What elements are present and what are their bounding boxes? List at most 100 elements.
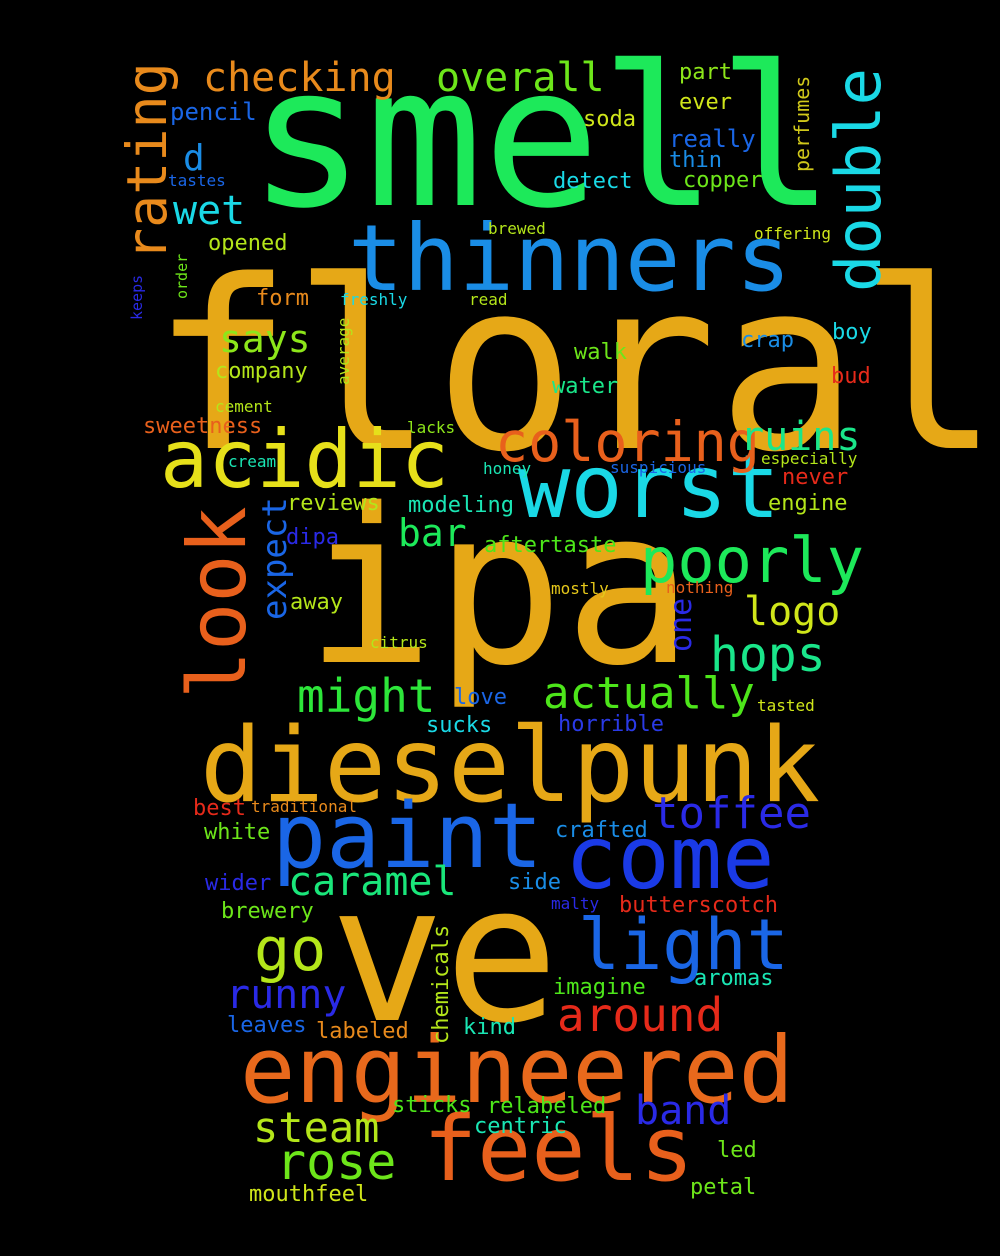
cloud-word: rating xyxy=(115,62,179,261)
cloud-word: light xyxy=(578,904,789,986)
cloud-word: water xyxy=(552,374,619,399)
cloud-word: cement xyxy=(215,397,273,416)
cloud-word: ve xyxy=(330,844,559,1065)
cloud-word: logo xyxy=(744,589,841,635)
cloud-word: reviews xyxy=(287,491,380,516)
cloud-word: butterscotch xyxy=(619,893,778,918)
cloud-word: horrible xyxy=(558,712,664,737)
cloud-word: opened xyxy=(208,231,288,256)
cloud-word: aftertaste xyxy=(484,533,617,558)
cloud-word: dipa xyxy=(286,525,339,550)
cloud-word: paint xyxy=(272,784,543,889)
cloud-word: perfumes xyxy=(790,75,814,172)
cloud-word: lacks xyxy=(407,418,456,437)
cloud-word: rose xyxy=(276,1133,397,1191)
cloud-word: tasted xyxy=(757,696,815,715)
cloud-word: malty xyxy=(551,894,600,913)
cloud-word: traditional xyxy=(251,797,357,816)
cloud-word: pencil xyxy=(170,98,257,126)
cloud-word: sticks xyxy=(392,1093,472,1118)
cloud-word: caramel xyxy=(288,859,457,905)
cloud-word: freshly xyxy=(340,290,408,309)
cloud-word: aromas xyxy=(694,966,774,991)
cloud-word: d xyxy=(183,138,205,179)
cloud-word: feels xyxy=(423,1097,694,1202)
cloud-word: dieselpunk xyxy=(200,706,821,826)
cloud-word: soda xyxy=(583,107,636,132)
cloud-word: floral xyxy=(151,231,1000,504)
cloud-word: ruins xyxy=(740,414,861,460)
cloud-word: centric xyxy=(474,1114,567,1139)
cloud-word: go xyxy=(254,915,327,985)
cloud-word: especially xyxy=(761,449,858,468)
cloud-word: hops xyxy=(710,627,826,683)
cloud-word: part xyxy=(679,60,732,85)
cloud-word: mostly xyxy=(551,579,609,598)
cloud-word: sucks xyxy=(426,713,493,738)
cloud-word: steam xyxy=(253,1103,380,1152)
cloud-word: walk xyxy=(574,340,627,365)
cloud-word: one xyxy=(664,597,699,652)
cloud-word: checking xyxy=(203,55,396,101)
cloud-word: mouthfeel xyxy=(249,1182,369,1207)
cloud-word: runny xyxy=(226,972,347,1018)
cloud-word: suspicious xyxy=(610,458,707,477)
cloud-word: citrus xyxy=(370,633,428,652)
cloud-word: cream xyxy=(228,452,277,471)
cloud-word: imagine xyxy=(553,975,646,1000)
cloud-word: keeps xyxy=(128,274,146,320)
cloud-word: smell xyxy=(248,24,835,251)
cloud-word: crafted xyxy=(555,818,648,843)
cloud-word: average xyxy=(334,317,353,385)
cloud-word: engineered xyxy=(240,1017,794,1124)
cloud-word: chemicals xyxy=(429,924,454,1044)
cloud-word: side xyxy=(508,870,561,895)
cloud-word: crap xyxy=(741,328,794,353)
cloud-word: offering xyxy=(754,224,832,243)
cloud-word: away xyxy=(290,590,343,615)
cloud-word: ever xyxy=(679,90,732,115)
cloud-word: brewed xyxy=(488,219,546,238)
cloud-word: acidic xyxy=(160,413,449,506)
cloud-word: look xyxy=(171,506,264,699)
cloud-word: kind xyxy=(463,1015,516,1040)
cloud-word: really xyxy=(669,125,756,153)
cloud-word: thin xyxy=(669,148,722,173)
cloud-word: modeling xyxy=(408,493,514,518)
cloud-word: sweetness xyxy=(143,414,263,439)
cloud-word: around xyxy=(557,988,724,1042)
cloud-word: actually xyxy=(543,668,755,719)
cloud-word: best xyxy=(193,796,246,821)
cloud-word: might xyxy=(297,669,436,723)
cloud-word: nothing xyxy=(666,578,734,597)
cloud-word: band xyxy=(635,1088,732,1134)
cloud-word: engine xyxy=(768,491,848,516)
cloud-word: thinners xyxy=(348,205,792,312)
cloud-word: love xyxy=(454,685,507,710)
cloud-word: bud xyxy=(831,364,871,389)
cloud-word: double xyxy=(822,68,895,292)
cloud-word: poorly xyxy=(640,524,864,597)
cloud-word: brewery xyxy=(221,899,314,924)
cloud-word: bar xyxy=(398,511,467,555)
cloud-word: come xyxy=(565,807,775,909)
cloud-word: wet xyxy=(173,188,246,234)
cloud-word: copper xyxy=(683,168,763,193)
cloud-word: toffee xyxy=(652,788,811,839)
cloud-word: tastes xyxy=(168,171,226,190)
cloud-word: labeled xyxy=(316,1019,409,1044)
cloud-word: company xyxy=(215,359,308,384)
cloud-word: boy xyxy=(832,320,872,345)
cloud-word: petal xyxy=(690,1175,757,1200)
cloud-word: worst xyxy=(518,436,780,538)
cloud-word: led xyxy=(717,1138,757,1163)
cloud-word: read xyxy=(469,290,508,309)
cloud-word: honey xyxy=(483,459,532,478)
cloud-word: white xyxy=(204,820,271,845)
cloud-word: never xyxy=(782,465,849,490)
cloud-word: coloring xyxy=(495,410,760,474)
cloud-word: detect xyxy=(553,169,633,194)
cloud-word: says xyxy=(219,317,311,361)
cloud-word: form xyxy=(256,286,309,311)
